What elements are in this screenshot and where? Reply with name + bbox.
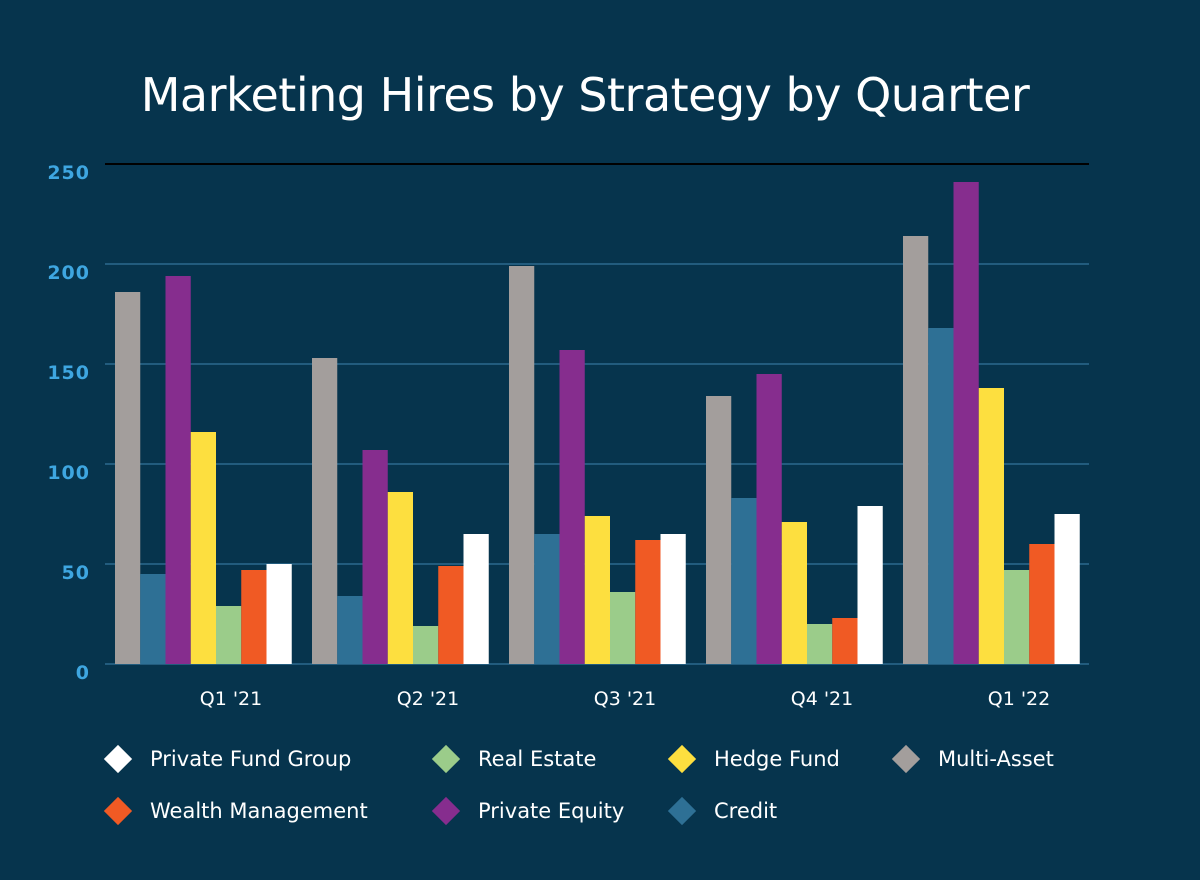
diamond-marker-icon (431, 796, 461, 826)
bar-private-equity-1 (362, 450, 388, 664)
legend-label: Private Equity (478, 799, 625, 823)
bar-hedge-fund-2 (584, 516, 610, 664)
legend-item: Credit (666, 794, 890, 828)
bar-hedge-fund-1 (387, 492, 413, 664)
bar-private-fund-group-0 (266, 564, 292, 664)
diamond-marker-icon (667, 796, 697, 826)
y-tick-label: 150 (47, 362, 90, 384)
bar-multi-asset-3 (706, 396, 732, 664)
legend: Private Fund Group Real Estate Hedge Fund M… (102, 742, 1102, 828)
x-tick-label: Q3 '21 (594, 688, 656, 710)
y-tick-label: 100 (47, 462, 90, 484)
legend-item: Private Fund Group (102, 742, 430, 776)
bar-credit-3 (731, 498, 757, 664)
bar-multi-asset-0 (115, 292, 141, 664)
legend-label: Credit (714, 799, 778, 823)
bar-real-estate-1 (413, 626, 439, 664)
bar-credit-1 (337, 596, 363, 664)
legend-item: Hedge Fund (666, 742, 890, 776)
bar-wealth-management-3 (832, 618, 858, 664)
y-tick-label: 200 (47, 262, 90, 284)
legend-label: Multi-Asset (938, 747, 1054, 771)
y-tick-label: 250 (47, 162, 90, 184)
bar-credit-0 (140, 574, 166, 664)
legend-label: Wealth Management (150, 799, 368, 823)
legend-label: Private Fund Group (150, 747, 352, 771)
bar-real-estate-4 (1004, 570, 1030, 664)
bar-private-fund-group-1 (463, 534, 489, 664)
bar-private-fund-group-2 (660, 534, 686, 664)
legend-label: Hedge Fund (714, 747, 840, 771)
bar-private-fund-group-4 (1054, 514, 1080, 664)
bar-multi-asset-2 (509, 266, 535, 664)
legend-item: Real Estate (430, 742, 666, 776)
bar-credit-4 (928, 328, 954, 664)
x-axis-ticks: Q1 '21 Q2 '21 Q3 '21 Q4 '21 Q1 '22 (200, 688, 1050, 710)
diamond-marker-icon (103, 744, 133, 774)
x-tick-label: Q4 '21 (791, 688, 853, 710)
bar-credit-2 (534, 534, 560, 664)
bar-wealth-management-1 (438, 566, 464, 664)
y-axis-ticks: 0 50 100 150 200 250 (47, 162, 90, 684)
bar-wealth-management-0 (241, 570, 267, 664)
bar-private-equity-0 (165, 276, 191, 664)
legend-label: Real Estate (478, 747, 597, 771)
bar-multi-asset-4 (903, 236, 929, 664)
chart-title: Marketing Hires by Strategy by Quarter (140, 68, 1030, 122)
legend-item: Private Equity (430, 794, 666, 828)
bar-real-estate-2 (610, 592, 636, 664)
bars (115, 182, 1080, 664)
diamond-marker-icon (431, 744, 461, 774)
bar-hedge-fund-4 (978, 388, 1004, 664)
bar-real-estate-3 (807, 624, 833, 664)
y-tick-label: 0 (76, 662, 90, 684)
x-tick-label: Q2 '21 (397, 688, 459, 710)
bar-private-fund-group-3 (857, 506, 883, 664)
legend-item: Wealth Management (102, 794, 430, 828)
diamond-marker-icon (891, 744, 921, 774)
bar-wealth-management-2 (635, 540, 661, 664)
bar-hedge-fund-0 (190, 432, 216, 664)
legend-item: Multi-Asset (890, 742, 1090, 776)
bar-multi-asset-1 (312, 358, 338, 664)
diamond-marker-icon (667, 744, 697, 774)
x-tick-label: Q1 '21 (200, 688, 262, 710)
x-tick-label: Q1 '22 (988, 688, 1050, 710)
bar-hedge-fund-3 (781, 522, 807, 664)
bar-private-equity-3 (756, 374, 782, 664)
diamond-marker-icon (103, 796, 133, 826)
bar-real-estate-0 (216, 606, 242, 664)
y-tick-label: 50 (62, 562, 90, 584)
bar-private-equity-4 (953, 182, 979, 664)
bar-private-equity-2 (559, 350, 585, 664)
bar-wealth-management-4 (1029, 544, 1055, 664)
